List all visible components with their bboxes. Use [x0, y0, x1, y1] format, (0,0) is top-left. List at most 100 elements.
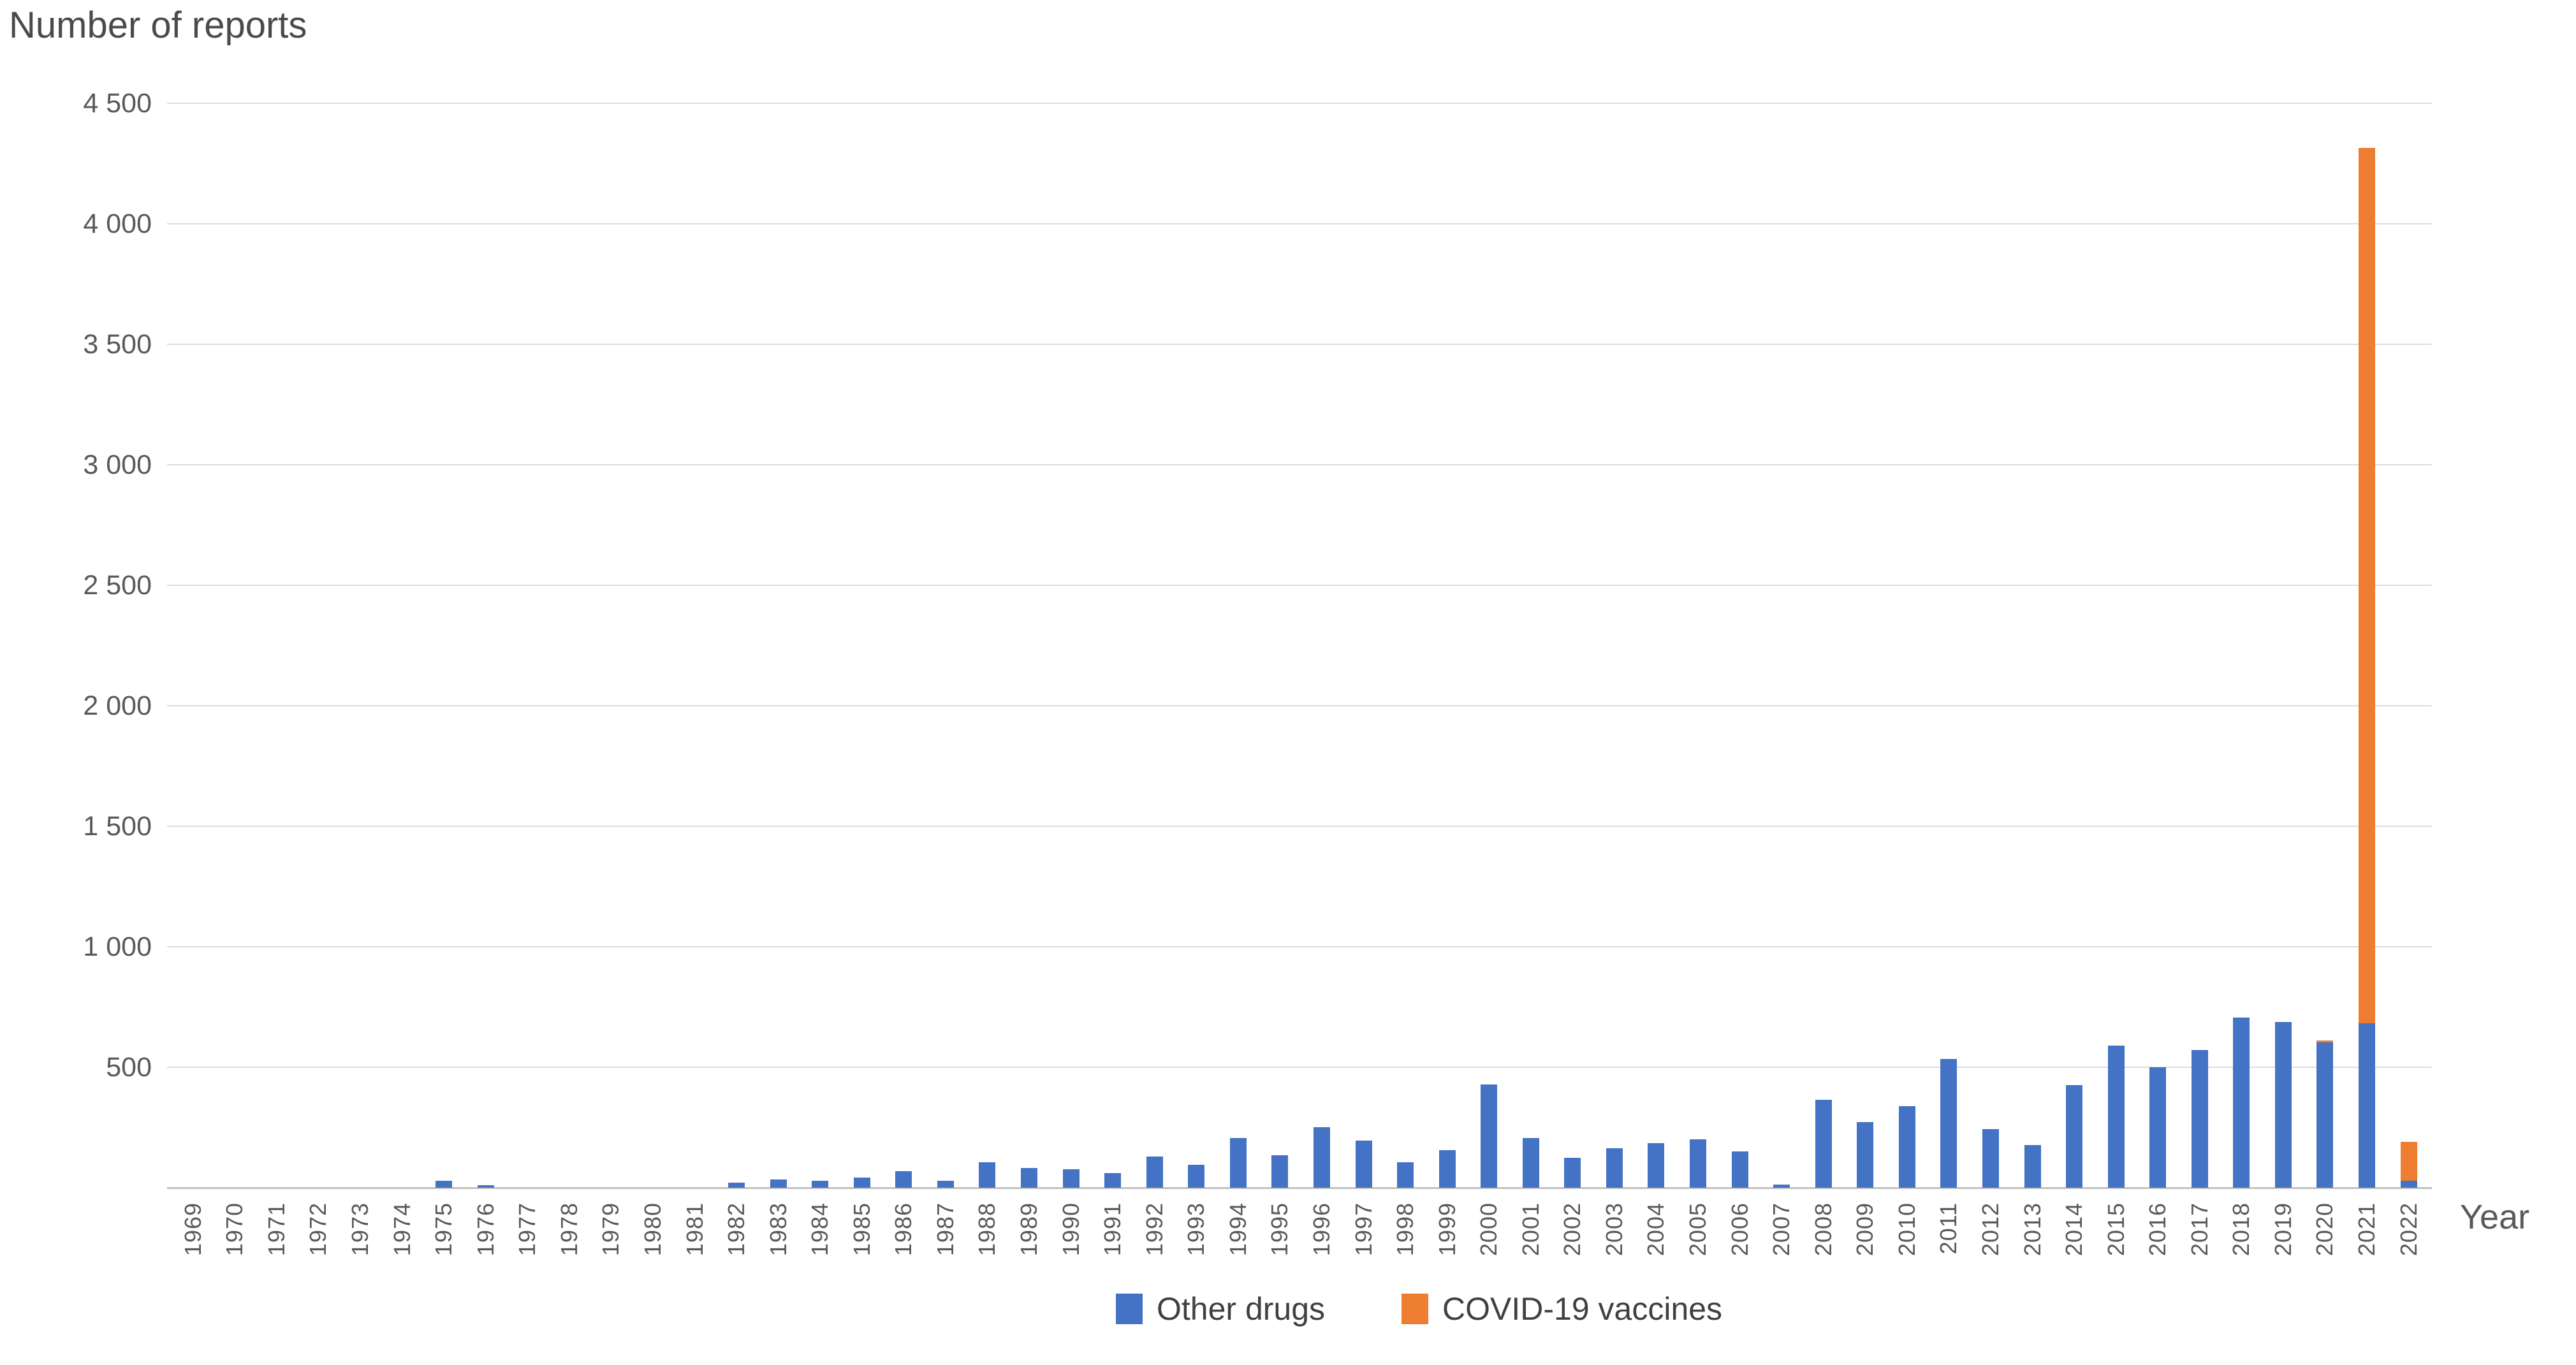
bar-group-1970 [214, 103, 256, 1188]
x-tick-slot: 2010 [1886, 1202, 1928, 1256]
bar-segment-other-drugs [895, 1171, 912, 1188]
bar-group-1981 [674, 103, 716, 1188]
bar-group-2006 [1719, 103, 1761, 1188]
bar-segment-other-drugs [770, 1179, 787, 1188]
bar-segment-other-drugs [2400, 1181, 2417, 1188]
bar-segment-other-drugs [1188, 1165, 1205, 1188]
x-tick-slot: 1985 [841, 1202, 883, 1256]
x-tick-slot: 1989 [1008, 1202, 1050, 1256]
x-tick-slot: 2006 [1719, 1202, 1761, 1256]
bar-group-1975 [423, 103, 465, 1188]
x-tick-slot: 1992 [1134, 1202, 1176, 1256]
y-tick-label: 500 [106, 1052, 152, 1083]
bar-segment-other-drugs [1397, 1162, 1414, 1188]
bar-segment-other-drugs [2024, 1145, 2041, 1188]
x-tick-label: 2021 [2353, 1202, 2380, 1257]
bar-group-2015 [2095, 103, 2137, 1188]
x-tick-label: 2004 [1643, 1202, 1669, 1257]
bar-group-2005 [1677, 103, 1719, 1188]
bar-group-1976 [465, 103, 507, 1188]
bar-group-1978 [548, 103, 590, 1188]
x-tick-label: 2020 [2311, 1202, 2338, 1257]
bar-group-1969 [172, 103, 214, 1188]
x-tick-slot: 1993 [1176, 1202, 1218, 1256]
x-tick-label: 2014 [2061, 1202, 2088, 1257]
x-tick-label: 1990 [1057, 1202, 1084, 1257]
x-tick-slot: 1973 [339, 1202, 381, 1256]
x-tick-slot: 1976 [465, 1202, 507, 1256]
x-tick-slot: 2009 [1845, 1202, 1887, 1256]
plot-area [167, 103, 2432, 1189]
bar-segment-other-drugs [1021, 1168, 1038, 1188]
x-tick-slot: 2002 [1552, 1202, 1594, 1256]
x-tick-label: 2003 [1600, 1202, 1627, 1257]
x-tick-label: 1995 [1266, 1202, 1293, 1257]
bar-group-2011 [1928, 103, 1970, 1188]
bar-group-1998 [1384, 103, 1426, 1188]
bar-segment-other-drugs [1606, 1148, 1623, 1188]
x-tick-label: 1978 [555, 1202, 582, 1257]
x-tick-slot: 1978 [548, 1202, 590, 1256]
x-tick-label: 1996 [1308, 1202, 1335, 1257]
x-tick-label: 2012 [1977, 1202, 2003, 1257]
x-tick-slot: 2012 [1970, 1202, 2012, 1256]
bar-group-1986 [883, 103, 925, 1188]
y-tick-label: 4 500 [83, 88, 152, 119]
x-tick-label: 1994 [1224, 1202, 1251, 1257]
y-tick-label: 1 000 [83, 931, 152, 962]
legend-label: COVID-19 vaccines [1442, 1291, 1723, 1327]
bar-segment-covid-19-vaccines [2400, 1142, 2417, 1181]
x-tick-slot: 2017 [2179, 1202, 2221, 1256]
bar-group-2013 [2012, 103, 2054, 1188]
x-tick-slot: 1999 [1426, 1202, 1468, 1256]
x-tick-label: 1981 [681, 1202, 708, 1257]
legend-item-covid-19-vaccines: COVID-19 vaccines [1401, 1290, 1722, 1327]
bar-group-1980 [632, 103, 674, 1188]
x-tick-label: 1973 [347, 1202, 374, 1257]
chart-title: Number of reports [9, 4, 307, 46]
bar-group-2022 [2388, 103, 2430, 1188]
bar-group-1991 [1092, 103, 1134, 1188]
bar-segment-other-drugs [1229, 1138, 1247, 1188]
bar-segment-other-drugs [1648, 1143, 1665, 1188]
bar-segment-covid-19-vaccines [2359, 148, 2376, 1023]
y-tick-label: 3 500 [83, 329, 152, 360]
bar-group-1971 [256, 103, 298, 1188]
bar-segment-other-drugs [1940, 1059, 1958, 1188]
x-tick-slot: 2015 [2095, 1202, 2137, 1256]
x-axis-title: Year [2460, 1198, 2530, 1236]
x-tick-label: 2015 [2102, 1202, 2129, 1257]
x-tick-label: 2000 [1475, 1202, 1502, 1257]
x-tick-slot: 1974 [381, 1202, 423, 1256]
bar-group-1982 [715, 103, 757, 1188]
bar-group-2014 [2053, 103, 2095, 1188]
bar-group-1987 [925, 103, 967, 1188]
x-tick-slot: 1969 [172, 1202, 214, 1256]
bar-segment-other-drugs [2066, 1085, 2083, 1188]
y-tick-label: 2 500 [83, 570, 152, 601]
x-tick-label: 2008 [1810, 1202, 1836, 1257]
x-tick-slot: 1988 [967, 1202, 1009, 1256]
bar-group-2002 [1552, 103, 1594, 1188]
bar-group-2010 [1886, 103, 1928, 1188]
bar-segment-other-drugs [2149, 1067, 2167, 1188]
x-tick-slot: 2013 [2012, 1202, 2054, 1256]
bar-group-2008 [1803, 103, 1845, 1188]
bar-group-1979 [590, 103, 633, 1188]
bar-segment-other-drugs [1146, 1157, 1163, 1188]
bar-group-1974 [381, 103, 423, 1188]
x-tick-label: 1982 [723, 1202, 750, 1257]
bar-group-2001 [1510, 103, 1552, 1188]
x-tick-slot: 1996 [1301, 1202, 1343, 1256]
bar-group-1994 [1217, 103, 1259, 1188]
bar-group-2009 [1845, 103, 1887, 1188]
x-tick-label: 1976 [472, 1202, 499, 1257]
x-tick-slot: 1982 [715, 1202, 757, 1256]
bar-group-1995 [1259, 103, 1301, 1188]
x-tick-slot: 2019 [2262, 1202, 2304, 1256]
bar-group-1988 [967, 103, 1009, 1188]
bar-segment-other-drugs [1271, 1155, 1289, 1188]
x-tick-label: 1992 [1141, 1202, 1167, 1257]
x-tick-label: 2009 [1852, 1202, 1878, 1257]
